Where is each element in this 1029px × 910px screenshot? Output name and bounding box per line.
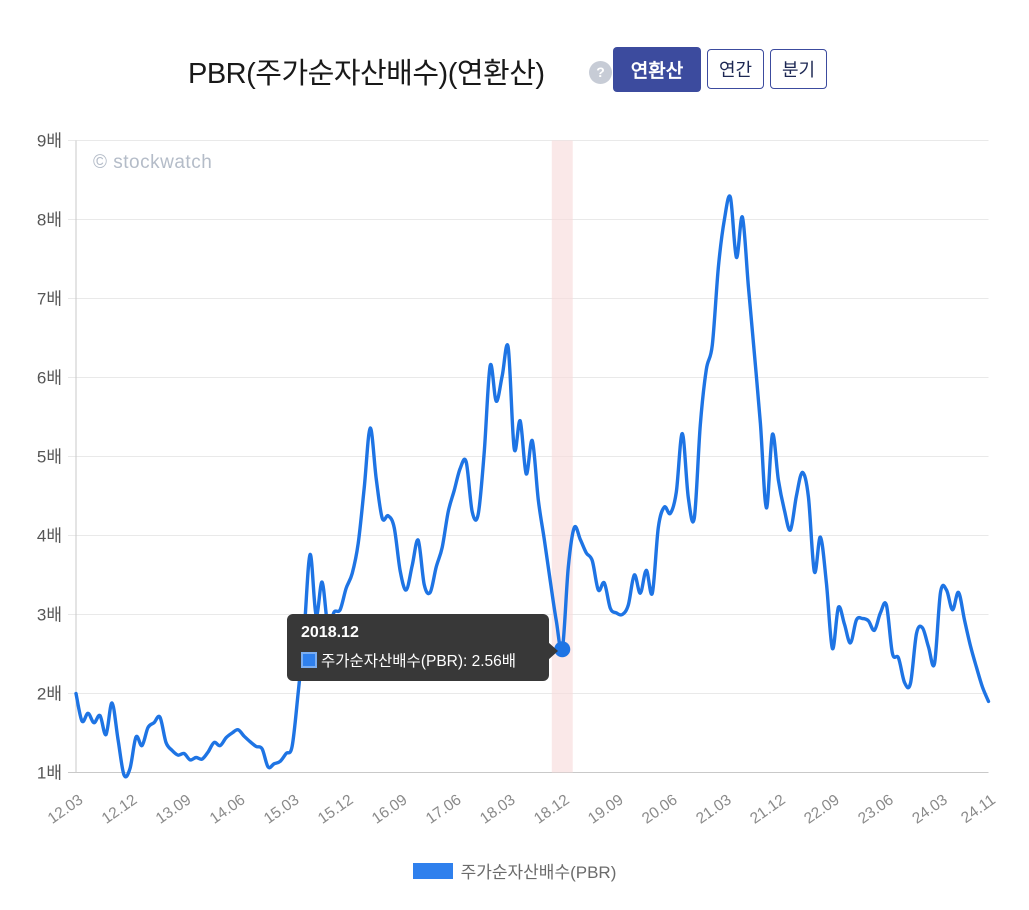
highlight-point — [554, 641, 571, 658]
y-axis-label: 2배 — [37, 685, 62, 704]
period-toggle-group: 연환산 연간 분기 — [613, 47, 827, 92]
x-axis-label: 21.03 — [693, 791, 735, 827]
page-title: PBR(주가순자산배수)(연환산) — [188, 58, 545, 90]
chart-tooltip: 2018.12 주가순자산배수(PBR): 2.56배 — [287, 614, 558, 681]
tooltip-date: 2018.12 — [301, 624, 359, 641]
toggle-annualized-button[interactable]: 연환산 — [613, 47, 701, 92]
pbr-line-chart[interactable]: 1배 2배 3배 4배 5배 6배 7배 8배 9배 12.03 12.12 13.09 14.06 15… — [0, 0, 1029, 848]
tooltip-pointer-icon — [548, 642, 558, 660]
x-axis-label: 15.03 — [261, 791, 303, 827]
y-axis-label: 5배 — [37, 448, 62, 467]
y-axis-label: 9배 — [37, 132, 62, 151]
toggle-annual-button[interactable]: 연간 — [707, 49, 764, 89]
x-axis-label: 20.06 — [639, 791, 681, 827]
tooltip-series-row: 주가순자산배수(PBR): 2.56배 — [301, 649, 535, 671]
tooltip-value: 주가순자산배수(PBR): 2.56배 — [321, 653, 517, 670]
y-axis-label: 7배 — [37, 290, 62, 309]
legend-label: 주가순자산배수(PBR) — [460, 863, 617, 882]
x-axis-label: 24.11 — [958, 791, 999, 827]
x-axis-label: 18.03 — [477, 791, 519, 827]
hover-highlight-band — [551, 140, 573, 773]
y-axis-label: 6배 — [37, 369, 62, 388]
x-axis-label: 18.12 — [531, 791, 573, 827]
y-axis-label: 1배 — [37, 764, 62, 783]
help-icon[interactable]: ? — [589, 61, 612, 84]
x-axis-label: 23.06 — [855, 791, 897, 827]
toggle-quarterly-button[interactable]: 분기 — [770, 49, 827, 89]
watermark: © stockwatch — [93, 152, 213, 173]
legend-swatch-icon — [412, 862, 453, 879]
tooltip-series-swatch — [301, 652, 317, 668]
y-axis-label: 4배 — [37, 527, 62, 546]
x-axis-label: 12.03 — [45, 791, 87, 827]
x-axis-label: 21.12 — [747, 791, 789, 827]
x-axis-label: 13.09 — [153, 791, 195, 827]
x-axis-label: 14.06 — [207, 791, 249, 827]
x-axis-label: 12.12 — [99, 791, 141, 827]
x-axis-label: 17.06 — [423, 791, 465, 827]
x-axis-label: 24.03 — [909, 791, 951, 827]
legend-item-pbr[interactable]: 주가순자산배수(PBR) — [0, 858, 1029, 883]
y-axis-label: 3배 — [37, 606, 62, 625]
pbr-series-line — [74, 194, 991, 779]
x-axis-label: 22.09 — [801, 791, 843, 827]
x-axis-label: 16.09 — [369, 791, 411, 827]
y-axis-label: 8배 — [37, 211, 62, 230]
x-axis-label: 15.12 — [315, 791, 357, 827]
x-axis-label: 19.09 — [585, 791, 627, 827]
